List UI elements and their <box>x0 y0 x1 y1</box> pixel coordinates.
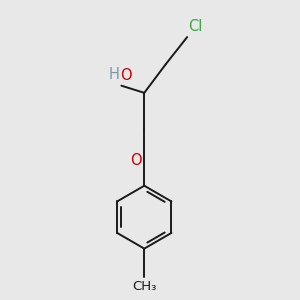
Text: H: H <box>108 67 119 82</box>
Text: Cl: Cl <box>189 19 203 34</box>
Text: O: O <box>120 68 132 83</box>
Text: O: O <box>130 152 142 167</box>
Text: CH₃: CH₃ <box>132 280 157 293</box>
